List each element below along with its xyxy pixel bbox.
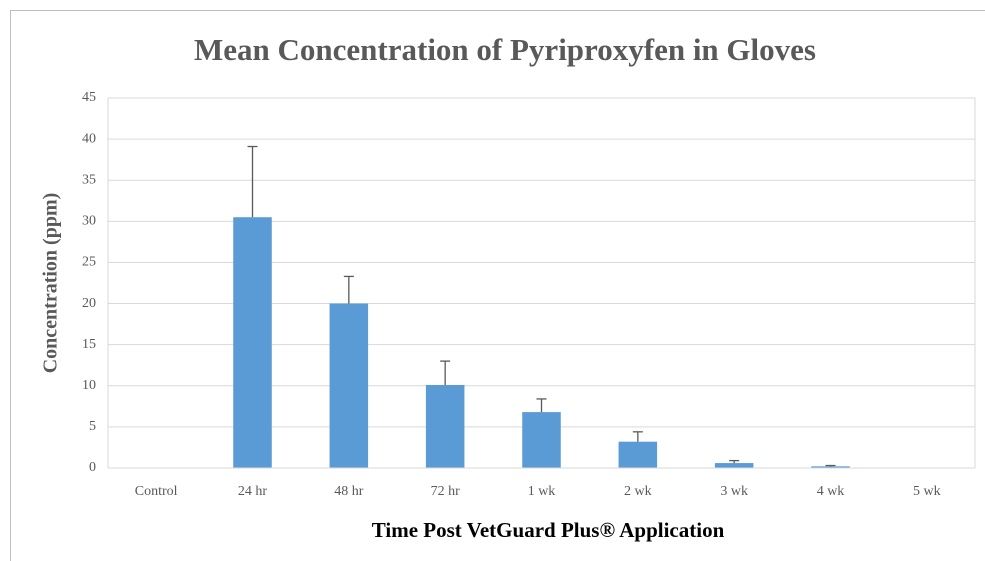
bar: [811, 466, 850, 468]
y-tick-label: 45: [82, 90, 96, 105]
x-tick-label: 48 hr: [334, 484, 364, 499]
y-axis-label: Concentration (ppm): [40, 193, 62, 374]
y-tick-label: 35: [82, 172, 96, 187]
x-tick-label: 72 hr: [431, 484, 461, 499]
x-tick-label: Control: [135, 484, 178, 499]
y-tick-label: 0: [89, 460, 96, 475]
bar: [522, 412, 561, 468]
bar: [425, 384, 465, 468]
error-bar: [632, 431, 643, 442]
y-tick-label: 10: [82, 378, 96, 393]
error-bar: [247, 145, 258, 218]
y-tick-label: 15: [82, 337, 96, 352]
bar: [233, 217, 272, 468]
x-tick-label: 4 wk: [817, 484, 845, 499]
error-bar: [440, 360, 451, 385]
x-axis-label: Time Post VetGuard Plus® Application: [372, 518, 725, 542]
y-tick-label: 30: [82, 214, 96, 229]
x-tick-label: 5 wk: [913, 484, 941, 499]
x-tick-label: 1 wk: [528, 484, 556, 499]
error-bar: [825, 464, 836, 467]
error-bar: [343, 275, 354, 304]
y-tick-label: 5: [89, 419, 96, 434]
chart-border: [10, 10, 985, 561]
chart-title: Mean Concentration of Pyriproxyfen in Gl…: [194, 32, 816, 67]
x-tick-label: 24 hr: [238, 484, 268, 499]
y-tick-label: 40: [82, 131, 96, 146]
y-tick-label: 20: [82, 296, 96, 311]
bar: [618, 441, 658, 468]
bar: [714, 463, 754, 468]
bar: [329, 303, 369, 468]
x-tick-label: 2 wk: [624, 484, 652, 499]
y-tick-label: 25: [82, 255, 96, 270]
error-bar: [536, 398, 547, 413]
x-tick-label: 3 wk: [720, 484, 748, 499]
error-bar: [729, 459, 740, 464]
